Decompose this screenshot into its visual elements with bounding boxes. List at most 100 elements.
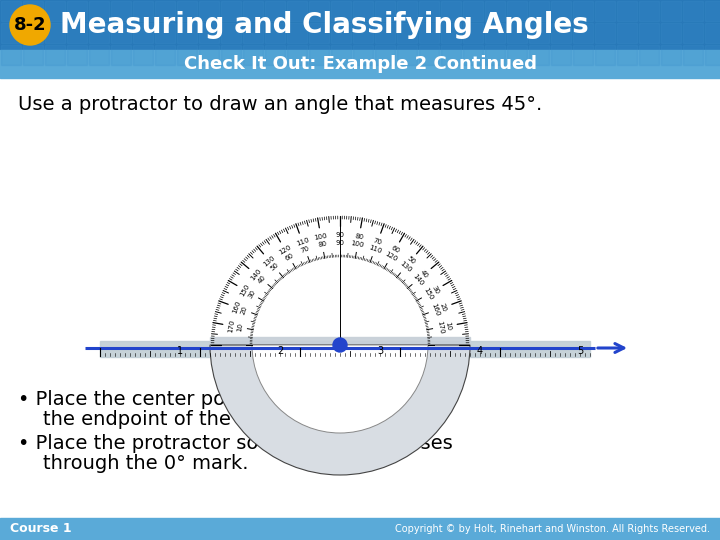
Bar — [573, 23, 593, 43]
Bar — [397, 45, 417, 65]
Bar — [507, 45, 527, 65]
Text: 160: 160 — [232, 300, 242, 315]
Bar — [111, 1, 131, 21]
Bar — [199, 23, 219, 43]
Bar — [133, 1, 153, 21]
Text: 140: 140 — [249, 267, 262, 281]
Bar — [397, 1, 417, 21]
Bar — [265, 45, 285, 65]
Bar — [397, 23, 417, 43]
Text: 3: 3 — [377, 346, 383, 356]
Text: 90: 90 — [336, 240, 344, 246]
Bar — [639, 1, 659, 21]
Bar — [683, 23, 703, 43]
Bar — [507, 23, 527, 43]
Text: 60: 60 — [284, 252, 294, 261]
Text: 10: 10 — [444, 321, 452, 331]
Bar — [705, 45, 720, 65]
Text: 110: 110 — [367, 244, 382, 254]
Bar — [1, 45, 21, 65]
Bar — [89, 23, 109, 43]
Circle shape — [333, 338, 347, 352]
Text: 130: 130 — [398, 260, 413, 273]
Bar — [89, 1, 109, 21]
Bar — [551, 1, 571, 21]
Bar — [661, 23, 681, 43]
Text: 5: 5 — [577, 346, 583, 356]
Bar — [441, 23, 461, 43]
Bar — [1, 1, 21, 21]
Bar — [67, 1, 87, 21]
Bar — [89, 45, 109, 65]
Bar — [221, 45, 241, 65]
Bar — [375, 23, 395, 43]
Text: 1: 1 — [177, 346, 183, 356]
Text: the endpoint of the ray.: the endpoint of the ray. — [18, 410, 272, 429]
Bar — [67, 45, 87, 65]
Bar — [155, 1, 175, 21]
Bar — [705, 1, 720, 21]
Bar — [309, 1, 329, 21]
Bar — [441, 45, 461, 65]
Text: 100: 100 — [351, 240, 365, 249]
Bar — [265, 1, 285, 21]
Text: 20: 20 — [240, 305, 248, 315]
Bar — [309, 23, 329, 43]
Bar — [243, 1, 263, 21]
Bar — [639, 23, 659, 43]
Bar — [221, 23, 241, 43]
Bar — [661, 45, 681, 65]
Bar — [243, 45, 263, 65]
Bar — [155, 23, 175, 43]
Bar — [243, 23, 263, 43]
Bar — [67, 23, 87, 43]
Bar — [661, 1, 681, 21]
Text: 130: 130 — [262, 254, 276, 267]
Text: 2: 2 — [277, 346, 283, 356]
Bar — [617, 45, 637, 65]
Bar — [485, 23, 505, 43]
Bar — [100, 341, 590, 357]
Text: • Place the center point of the protractor on: • Place the center point of the protract… — [18, 390, 449, 409]
Bar — [595, 23, 615, 43]
Bar — [0, 78, 720, 518]
Bar — [23, 45, 43, 65]
Text: 150: 150 — [239, 283, 251, 298]
Bar — [23, 23, 43, 43]
Text: 110: 110 — [295, 237, 310, 247]
Bar — [0, 50, 720, 78]
Bar — [463, 23, 483, 43]
Bar — [287, 1, 307, 21]
Bar — [573, 1, 593, 21]
Text: 50: 50 — [269, 262, 280, 272]
Bar — [353, 1, 373, 21]
Bar — [683, 45, 703, 65]
Circle shape — [10, 5, 50, 45]
Bar — [441, 1, 461, 21]
Bar — [353, 45, 373, 65]
Bar — [177, 1, 197, 21]
Bar — [529, 23, 549, 43]
Bar — [529, 45, 549, 65]
Text: 170: 170 — [228, 319, 235, 333]
Bar — [45, 1, 65, 21]
Bar — [463, 1, 483, 21]
Bar — [375, 1, 395, 21]
Text: 70: 70 — [300, 245, 310, 253]
Bar — [617, 1, 637, 21]
Text: 160: 160 — [431, 303, 441, 318]
Bar — [375, 45, 395, 65]
Bar — [287, 45, 307, 65]
Text: Measuring and Classifying Angles: Measuring and Classifying Angles — [60, 11, 589, 39]
Text: Copyright © by Holt, Rinehart and Winston. All Rights Reserved.: Copyright © by Holt, Rinehart and Winsto… — [395, 524, 710, 534]
Bar — [111, 45, 131, 65]
Text: 100: 100 — [314, 233, 328, 241]
Bar — [1, 23, 21, 43]
Text: 40: 40 — [419, 269, 429, 280]
Text: 170: 170 — [436, 320, 444, 334]
Text: 30: 30 — [431, 285, 440, 295]
Bar — [45, 45, 65, 65]
Wedge shape — [210, 345, 470, 475]
Bar — [111, 23, 131, 43]
Bar — [617, 23, 637, 43]
